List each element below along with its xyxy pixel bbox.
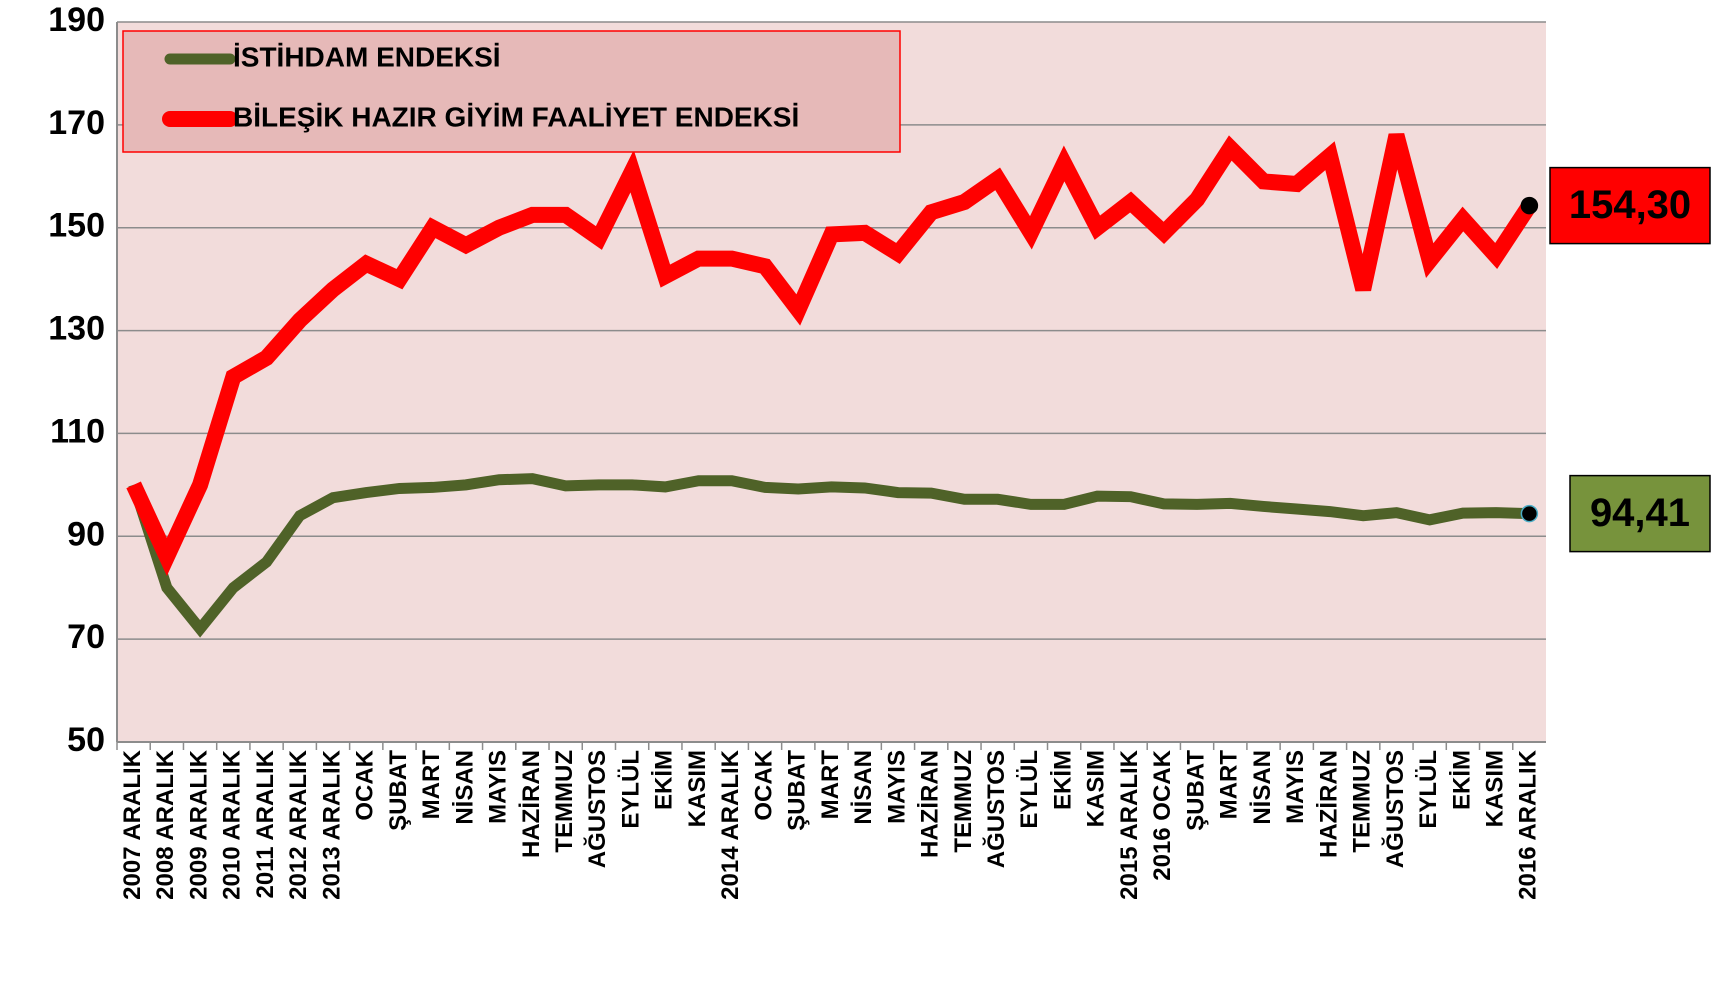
series-line bbox=[126, 133, 1537, 576]
y-tick-label: 90 bbox=[67, 515, 105, 553]
x-tick-label: OCAK bbox=[750, 749, 777, 820]
x-tick-label: 2011 ARALIK bbox=[252, 749, 279, 898]
legend bbox=[122, 30, 901, 153]
x-tick-label: ŞUBAT bbox=[385, 750, 412, 831]
x-tick-label: 2013 ARALIK bbox=[318, 749, 345, 899]
y-tick-label: 70 bbox=[67, 618, 105, 656]
value-label: 154,30 bbox=[1569, 183, 1691, 227]
x-tick-label: EKİM bbox=[1049, 750, 1076, 810]
x-tick-label: MAYIS bbox=[883, 750, 910, 824]
x-tick-label: MART bbox=[817, 750, 844, 820]
x-tick-label: NİSAN bbox=[451, 750, 478, 825]
y-tick-label: 110 bbox=[50, 412, 105, 450]
x-tick-label: EKİM bbox=[651, 750, 678, 810]
x-tick-label: MAYIS bbox=[485, 750, 512, 824]
legend-label: BİLEŞİK HAZIR GİYİM FAALİYET ENDEKSİ bbox=[233, 101, 799, 132]
y-tick-label: 130 bbox=[48, 310, 105, 348]
x-tick-label: HAZİRAN bbox=[1315, 750, 1342, 858]
x-tick-label: TEMMUZ bbox=[1349, 750, 1376, 853]
x-tick-label: KASIM bbox=[1481, 750, 1508, 827]
x-tick-label: TEMMUZ bbox=[950, 750, 977, 853]
x-tick-label: ŞUBAT bbox=[784, 750, 811, 831]
x-tick-label: EYLÜL bbox=[617, 750, 644, 829]
x-tick-label: 2007 ARALIK bbox=[119, 749, 146, 899]
x-tick-label: 2014 ARALIK bbox=[717, 749, 744, 899]
x-tick-label: EYLÜL bbox=[1415, 750, 1442, 829]
value-label-box bbox=[1569, 474, 1711, 553]
x-tick-label: NİSAN bbox=[1249, 750, 1276, 825]
x-tick-label: 2015 ARALIK bbox=[1116, 749, 1143, 899]
series-line bbox=[128, 473, 1530, 638]
y-tick-label: 50 bbox=[67, 721, 105, 759]
x-tick-label: NİSAN bbox=[850, 750, 877, 825]
x-tick-label: AĞUSTOS bbox=[1381, 750, 1409, 868]
x-tick-label: MART bbox=[1216, 750, 1243, 820]
x-tick-label: 2016 OCAK bbox=[1149, 749, 1176, 880]
y-tick-label: 150 bbox=[48, 207, 105, 245]
x-tick-label: 2008 ARALIK bbox=[152, 749, 179, 899]
x-tick-label: OCAK bbox=[352, 749, 379, 820]
x-tick-label: 2009 ARALIK bbox=[185, 749, 212, 899]
x-tick-label: KASIM bbox=[1083, 750, 1110, 827]
x-tick-label: ŞUBAT bbox=[1182, 750, 1209, 831]
y-tick-label: 190 bbox=[48, 1, 105, 39]
value-label: 94,41 bbox=[1590, 491, 1690, 535]
x-tick-label: KASIM bbox=[684, 750, 711, 827]
x-tick-label: TEMMUZ bbox=[551, 750, 578, 853]
end-marker bbox=[1520, 504, 1539, 523]
y-tick-label: 170 bbox=[48, 104, 105, 142]
legend-label: İSTİHDAM ENDEKSİ bbox=[233, 41, 501, 72]
x-tick-label: HAZİRAN bbox=[917, 750, 944, 858]
x-tick-label: EYLÜL bbox=[1016, 750, 1043, 829]
x-tick-label: EKİM bbox=[1448, 750, 1475, 810]
x-tick-label: 2016 ARALIK bbox=[1515, 749, 1542, 899]
x-tick-label: AĞUSTOS bbox=[982, 750, 1010, 868]
x-tick-label: MART bbox=[418, 750, 445, 820]
x-tick-label: 2012 ARALIK bbox=[285, 749, 312, 899]
value-label-box bbox=[1549, 166, 1711, 245]
x-tick-label: HAZİRAN bbox=[518, 750, 545, 858]
x-tick-label: MAYIS bbox=[1282, 750, 1309, 824]
x-tick-label: AĞUSTOS bbox=[583, 750, 611, 868]
end-marker bbox=[1520, 196, 1539, 215]
x-tick-label: 2010 ARALIK bbox=[219, 749, 246, 899]
